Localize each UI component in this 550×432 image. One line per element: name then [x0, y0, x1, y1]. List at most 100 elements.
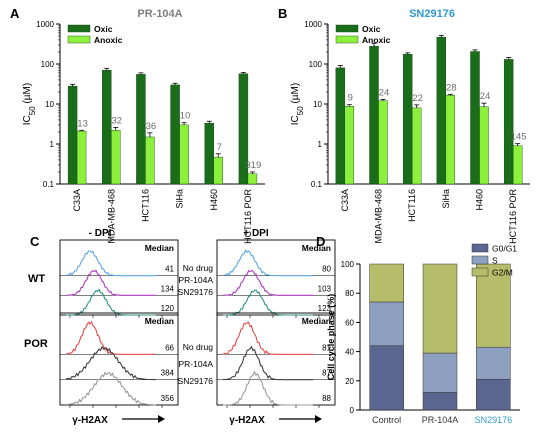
panel-b-category-label: MDA-MB-468 — [374, 189, 384, 244]
panel-c-median-value: 41 — [165, 265, 174, 274]
panel-c-histogram-curve — [222, 249, 313, 277]
panel-c-median-value: 87 — [322, 369, 331, 378]
panel-letter-d: D — [316, 234, 325, 249]
panel-c-condition-header: - DPI — [89, 228, 112, 239]
panel-a-chart: 0.1 1 10 100 1000 IC50 (µM) 13 C33A 32 MDA-MB-468… — [22, 20, 265, 244]
panel-c-x-axis-label: γ-H2AX — [229, 415, 265, 426]
panel-b-category-label: HCT116 POR — [508, 189, 518, 244]
panel-c-median-value: 88 — [322, 394, 331, 403]
panel-b-category-label: HCT116 — [407, 189, 417, 222]
panel-a-ratio-label: 319 — [245, 160, 261, 171]
panel-a-y-tick-label: 1 — [50, 140, 55, 149]
panel-b-legend-swatch — [335, 24, 359, 33]
panel-a-bar-anoxic — [76, 130, 87, 185]
panel-a-ratio-label: 32 — [111, 115, 122, 126]
panel-c-drug-label: No drug — [183, 342, 214, 352]
panel-d-legend-swatch — [471, 255, 489, 265]
panel-a-bar-oxic — [170, 84, 180, 185]
panel-d-chart: 0 20 40 60 80 100 Cell cycle phase (%) Control P… — [326, 243, 520, 425]
panel-d-bar-segment — [422, 392, 458, 411]
panel-c-median-value: 134 — [161, 284, 175, 293]
panel-b-bar-oxic — [402, 54, 413, 185]
panel-b-bar-oxic — [369, 45, 379, 185]
panel-b-bar-anoxic — [344, 106, 355, 185]
panel-d-y-tick-label: 20 — [345, 377, 354, 386]
panel-b-bar-anoxic — [378, 100, 388, 185]
panel-a-ratio-label: 10 — [180, 111, 191, 122]
panel-c-median-value: 120 — [161, 304, 175, 313]
panel-a-ratio-label: 7 — [217, 142, 222, 153]
panel-c-plot-frame — [59, 239, 179, 316]
panel-b-ratio-label: 24 — [480, 91, 491, 102]
panel-d-bar-segment — [476, 263, 511, 348]
panel-letter-c: C — [30, 234, 40, 249]
panel-c-histogram-curve — [222, 269, 313, 296]
panel-letter-b: B — [278, 6, 287, 21]
panel-c-histogram-curve — [65, 320, 156, 355]
panel-b-y-axis-label: IC50 (µM) — [290, 83, 305, 125]
panel-b-bar-oxic — [470, 51, 480, 185]
panel-c-histograms: - DPI + DPI WT POR No drug PR-104A SN29176 No d… — [24, 228, 336, 426]
panel-d-bar-segment — [369, 345, 404, 411]
panel-a-category-label: C33A — [72, 189, 82, 212]
panel-c-drug-label: PR-104A — [179, 359, 214, 369]
panel-a-category-label: HCT116 POR — [243, 189, 253, 244]
panel-c-median-header: Median — [145, 243, 174, 253]
panel-d-legend-swatch — [471, 243, 489, 253]
panel-a-bar-oxic — [102, 69, 112, 185]
panel-b-category-label: SiHa — [441, 189, 451, 209]
panel-b-category-label: C33A — [340, 189, 350, 212]
panel-b-legend-label: Oxic — [362, 24, 381, 34]
panel-a-bar-anoxic — [247, 173, 258, 185]
panel-c-histogram-curve — [223, 289, 313, 316]
panel-d-bar-segment — [369, 263, 404, 303]
panel-a-bar-anoxic — [145, 136, 155, 185]
panel-a-bar-oxic — [204, 123, 214, 185]
panel-a-category-label: SiHa — [175, 189, 185, 209]
panel-c-plot-frame — [216, 312, 336, 406]
panel-c-histogram-curve — [65, 269, 156, 296]
panel-letter-a: A — [10, 6, 20, 21]
panel-a-bar-anoxic — [111, 130, 121, 185]
panel-d-y-tick-label: 80 — [345, 289, 354, 298]
panel-c-median-header: Median — [302, 243, 331, 253]
panel-a-y-axis-label: IC50 (µM) — [22, 83, 37, 125]
panel-d-y-tick-label: 0 — [350, 406, 355, 415]
panel-d-bar-segment — [476, 379, 511, 411]
panel-c-median-value: 103 — [318, 284, 332, 293]
panel-d-category-label: SN29176 — [475, 415, 513, 425]
panel-a-bar-oxic — [67, 85, 78, 185]
panel-b-y-tick-label: 0.1 — [311, 180, 323, 189]
panel-c-histogram-curve — [222, 345, 313, 381]
panel-c-median-header: Median — [145, 316, 174, 326]
panel-c-drug-label: PR-104A — [179, 275, 214, 285]
panel-d-y-tick-label: 100 — [341, 260, 355, 269]
panel-b-bar-anoxic — [479, 106, 489, 185]
panel-b-legend-swatch — [335, 35, 359, 44]
panel-c-x-axis-label: γ-H2AX — [72, 415, 108, 426]
panel-a-bar-anoxic — [213, 156, 223, 185]
panel-c-x-arrowhead — [315, 415, 322, 423]
panel-b-ratio-label: 145 — [511, 132, 527, 143]
panel-b-ratio-label: 9 — [348, 93, 353, 104]
panel-c-group-label: POR — [24, 338, 48, 350]
panel-c-median-value: 356 — [161, 394, 175, 403]
panel-b-y-tick-label: 10 — [313, 100, 322, 109]
panel-b-ratio-label: 24 — [379, 87, 390, 98]
panel-c-histogram-curve — [66, 288, 156, 316]
panel-d-bar-segment — [369, 301, 404, 347]
panel-a-bar-anoxic — [179, 124, 189, 185]
panel-b-chart: 0.1 1 10 100 1000 IC50 (µM) 9 C33A 24 MDA-MB-468 2… — [290, 20, 530, 244]
panel-a-y-tick-label: 0.1 — [43, 180, 55, 189]
panel-a-bar-oxic — [136, 74, 146, 185]
panel-b-bar-oxic — [503, 59, 514, 185]
panel-a-y-tick-label: 100 — [41, 60, 55, 69]
panel-d-category-label: PR-104A — [422, 415, 459, 425]
panel-b-ratio-label: 22 — [412, 93, 423, 104]
panel-a-ratio-label: 36 — [146, 121, 157, 132]
panel-a-legend-label: Oxic — [94, 24, 113, 34]
panel-d-bar-segment — [476, 346, 511, 380]
panel-a-category-label: MDA-MB-468 — [106, 189, 116, 244]
panel-b-bar-oxic — [335, 67, 346, 185]
panel-a-legend-swatch — [67, 35, 91, 44]
